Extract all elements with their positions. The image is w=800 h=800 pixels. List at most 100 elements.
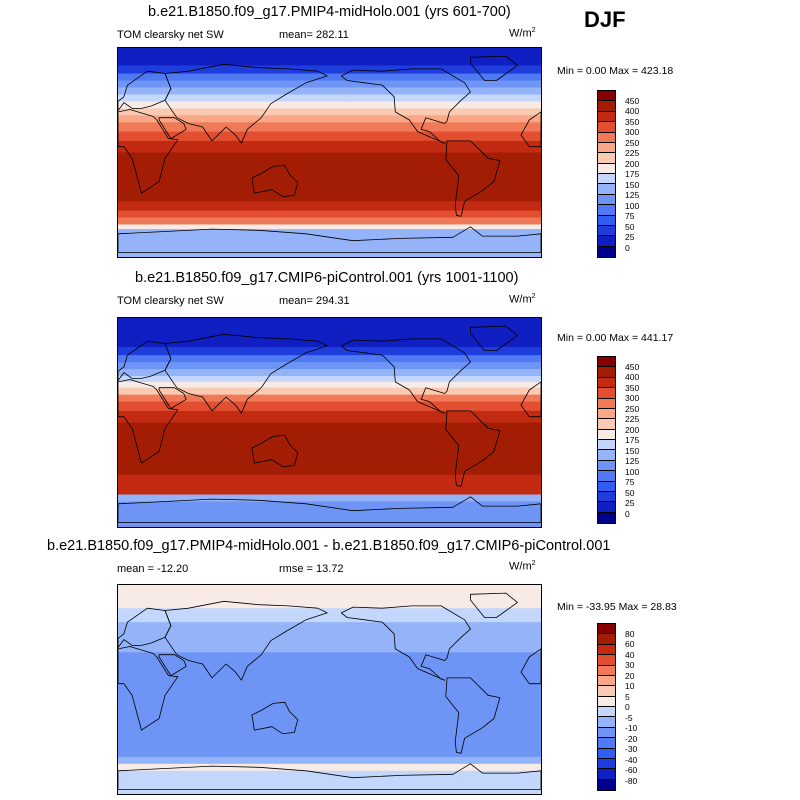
coastline-australia — [251, 164, 299, 198]
lat-band-6 — [118, 101, 541, 109]
lat-band-15 — [118, 501, 541, 527]
colorbar-cell — [598, 738, 615, 749]
panel1-variable-label: TOM clearsky net SW — [117, 29, 224, 41]
coastline-arabia — [158, 117, 187, 139]
lat-band-7 — [118, 763, 541, 772]
lat-band-17 — [118, 229, 541, 257]
coastline-greenland — [470, 325, 518, 351]
season-label: DJF — [584, 7, 626, 32]
colorbar-tick-label: 200 — [625, 424, 640, 435]
colorbar-tick-label: -80 — [625, 775, 638, 786]
colorbar-tick-label: 5 — [625, 691, 630, 702]
colorbar-tick-label: 75 — [625, 211, 635, 221]
colorbar-tick-label: 175 — [625, 169, 640, 179]
lat-band-7 — [118, 108, 541, 116]
colorbar-cell — [598, 707, 615, 718]
panel1-map-svg — [118, 48, 541, 257]
coastline-asia — [164, 600, 328, 681]
lat-band-1 — [118, 347, 541, 356]
coastline-africa — [118, 646, 179, 731]
colorbar-cell — [598, 408, 615, 420]
lat-band-6 — [118, 756, 541, 765]
coastline-asia — [164, 333, 328, 414]
colorbar-cell — [598, 779, 615, 790]
colorbar-cell — [598, 624, 615, 635]
lat-band-3 — [118, 637, 541, 653]
lat-band-9 — [118, 401, 541, 412]
colorbar-cell — [598, 450, 615, 461]
lat-band-11 — [118, 140, 541, 153]
colorbar-cell — [598, 491, 615, 503]
lat-band-8 — [118, 394, 541, 403]
colorbar-tick-label: 10 — [625, 681, 635, 691]
colorbar-cell — [598, 502, 615, 513]
colorbar-cell — [598, 215, 615, 226]
colorbar-cell — [598, 101, 615, 112]
coastline-africa-west — [520, 381, 541, 418]
colorbar-tick-label: 100 — [625, 200, 640, 211]
colorbar-cell — [598, 717, 615, 728]
colorbar-cell — [598, 194, 615, 206]
lat-band-3 — [118, 362, 541, 370]
coastline-south-america — [445, 140, 501, 217]
colorbar-cell — [598, 665, 615, 676]
coastline-africa — [118, 109, 179, 194]
colorbar-tick-label: 60 — [625, 639, 635, 649]
colorbar-cell — [598, 205, 615, 216]
colorbar-tick-label: 400 — [625, 106, 640, 116]
coastline-greenland — [470, 592, 518, 618]
lat-band-1 — [118, 608, 541, 623]
coastline-australia — [251, 434, 299, 468]
colorbar-cell — [598, 142, 615, 154]
colorbar-tick-label: 250 — [625, 403, 640, 414]
lat-band-14 — [118, 494, 541, 502]
coastline-arabia — [158, 654, 187, 676]
colorbar-tick-label: 125 — [625, 190, 640, 200]
coastline-antarctica — [118, 226, 541, 253]
lat-band-5 — [118, 94, 541, 102]
colorbar-tick-label: 40 — [625, 649, 635, 660]
coastline-north-america — [340, 338, 471, 414]
coastline-africa-west — [520, 648, 541, 685]
panel3-colorbar — [597, 623, 616, 791]
panel1-units: W/m2 — [509, 27, 536, 40]
coastline-south-america — [445, 410, 501, 487]
colorbar-tick-label: 25 — [625, 232, 635, 242]
colorbar-cell — [598, 398, 615, 409]
colorbar-tick-label: 25 — [625, 498, 635, 508]
coastline-north-america — [340, 68, 471, 144]
panel3-map-svg — [118, 585, 541, 794]
lat-band-0 — [118, 318, 541, 348]
lat-band-0 — [118, 585, 541, 609]
colorbar-cell — [598, 246, 615, 257]
colorbar-tick-label: 250 — [625, 137, 640, 148]
colorbar-cell — [598, 727, 615, 739]
colorbar-tick-label: 100 — [625, 466, 640, 477]
colorbar-tick-label: -30 — [625, 744, 638, 754]
lat-band-9 — [118, 122, 541, 133]
colorbar-cell — [598, 357, 615, 368]
colorbar-cell — [598, 769, 615, 780]
lat-band-13 — [118, 201, 541, 212]
coastline-arabia — [158, 387, 187, 409]
coastline-asia — [164, 63, 328, 144]
lat-band-6 — [118, 381, 541, 389]
lat-band-0 — [118, 48, 541, 66]
colorbar-cell — [598, 748, 615, 759]
panel1-minmax: Min = 0.00 Max = 423.18 — [557, 65, 674, 77]
colorbar-tick-label: 350 — [625, 382, 640, 393]
colorbar-tick-label: 150 — [625, 179, 640, 190]
colorbar-tick-label: 150 — [625, 445, 640, 456]
colorbar-tick-label: -10 — [625, 723, 638, 733]
colorbar-cell — [598, 634, 615, 645]
lat-band-2 — [118, 355, 541, 363]
lat-band-11 — [118, 422, 541, 476]
colorbar-tick-label: -40 — [625, 754, 638, 765]
panel1-title: b.e21.B1850.f09_g17.PMIP4-midHolo.001 (y… — [148, 4, 511, 20]
colorbar-cell — [598, 471, 615, 482]
colorbar-cell — [598, 429, 615, 440]
panel2-mean-label: mean= 294.31 — [279, 295, 350, 307]
lat-band-5 — [118, 376, 541, 383]
colorbar-cell — [598, 153, 615, 164]
lat-band-14 — [118, 210, 541, 219]
